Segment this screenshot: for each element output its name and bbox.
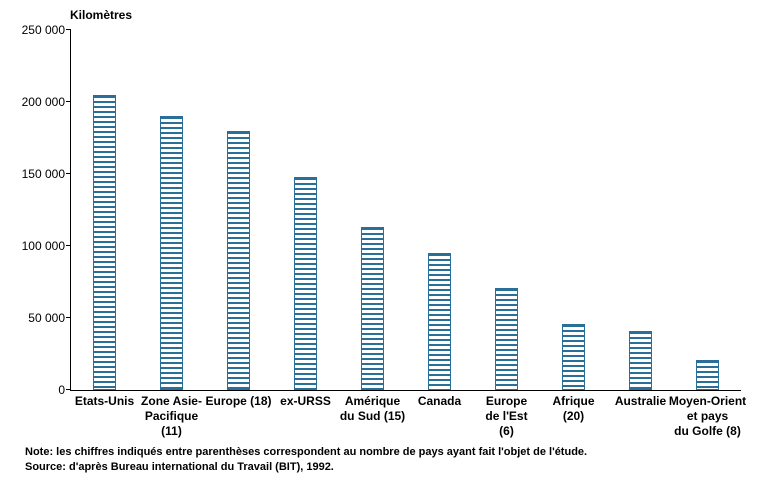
bar-fill [294,177,317,390]
bar [629,331,652,390]
y-tick-mark [66,101,71,102]
y-tick-mark [66,29,71,30]
bar-fill [562,324,585,390]
bar [160,116,183,390]
y-tick-label: 150 000 [22,167,71,181]
bar [361,227,384,390]
chart-notes: Note: les chiffres indiqués entre parent… [25,445,587,475]
bar [294,177,317,390]
y-axis-title: Kilomètres [70,8,132,22]
y-tick-label: 100 000 [22,239,71,253]
bar-fill [629,331,652,390]
bar [696,360,719,390]
bar-fill [495,288,518,390]
y-tick-label: 50 000 [28,311,71,325]
bar [93,95,116,390]
bar [495,288,518,390]
y-tick-mark [66,173,71,174]
bar-fill [428,253,451,390]
bar [227,131,250,390]
y-tick-label: 200 000 [22,95,71,109]
x-tick-label: Moyen-Orientet paysdu Golfe (8) [667,390,748,439]
y-tick-mark [66,245,71,246]
bar [428,253,451,390]
bar-fill [93,95,116,390]
y-tick-label: 250 000 [22,23,71,37]
bar-fill [696,360,719,390]
note-line: Note: les chiffres indiqués entre parent… [25,445,587,460]
plot-area: 050 000100 000150 000200 000250 000Etats… [70,30,741,391]
source-line: Source: d'après Bureau international du … [25,460,587,475]
y-tick-mark [66,317,71,318]
bar-fill [361,227,384,390]
bar-fill [227,131,250,390]
bar [562,324,585,390]
chart-container: Kilomètres 050 000100 000150 000200 0002… [0,0,771,500]
bar-fill [160,116,183,390]
